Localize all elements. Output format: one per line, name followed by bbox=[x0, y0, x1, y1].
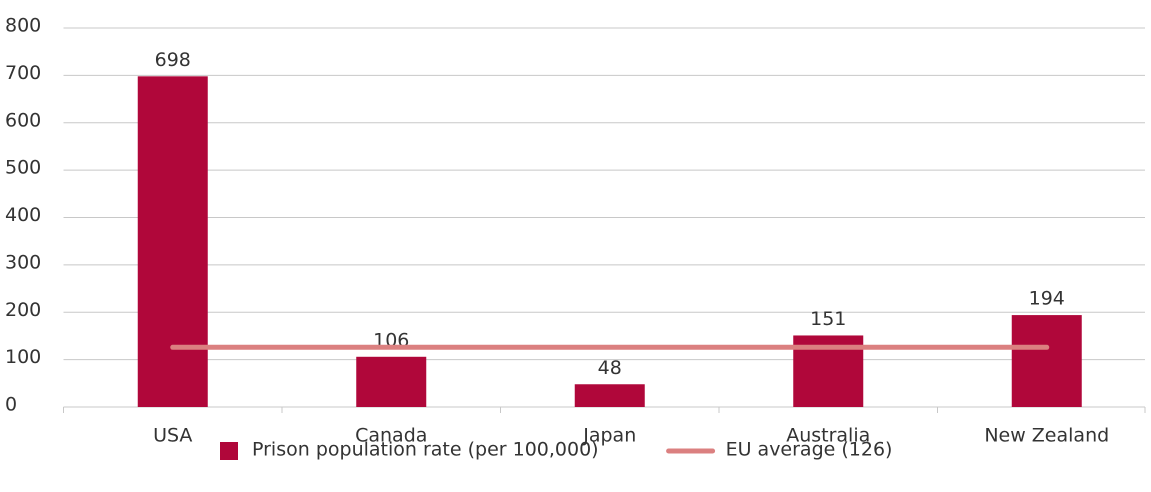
y-tick-label: 500 bbox=[5, 157, 41, 179]
x-tick-label: Australia bbox=[786, 425, 870, 447]
x-tick-label: Japan bbox=[582, 425, 636, 447]
data-label: 698 bbox=[155, 49, 191, 71]
bar bbox=[137, 76, 208, 407]
y-tick-label: 300 bbox=[5, 251, 41, 273]
bar bbox=[574, 384, 645, 407]
legend-label: Prison population rate (per 100,000) bbox=[252, 439, 599, 461]
x-tick-label: Canada bbox=[355, 425, 427, 447]
y-tick-label: 700 bbox=[5, 62, 41, 84]
bar bbox=[356, 356, 427, 407]
legend-swatch bbox=[220, 442, 238, 460]
y-tick-label: 0 bbox=[5, 394, 17, 416]
y-tick-label: 100 bbox=[5, 346, 41, 368]
y-tick-label: 200 bbox=[5, 299, 41, 321]
legend-label: EU average (126) bbox=[726, 439, 893, 461]
y-tick-label: 400 bbox=[5, 204, 41, 226]
data-label: 151 bbox=[810, 308, 846, 330]
y-tick-label: 600 bbox=[5, 109, 41, 131]
y-tick-label: 800 bbox=[5, 15, 41, 37]
bar bbox=[1011, 315, 1082, 407]
x-tick-label: New Zealand bbox=[984, 425, 1109, 447]
data-label: 48 bbox=[598, 357, 622, 379]
x-tick-label: USA bbox=[153, 425, 192, 447]
data-label: 194 bbox=[1029, 288, 1065, 310]
